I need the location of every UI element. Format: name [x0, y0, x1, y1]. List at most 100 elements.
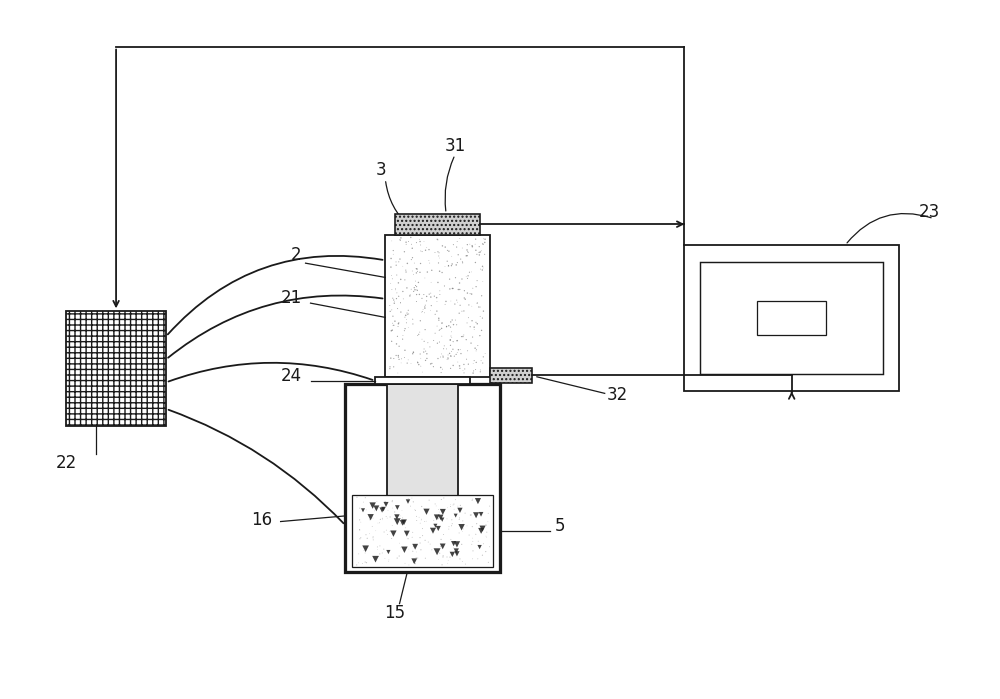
Point [365, 534, 381, 545]
Point [456, 329, 472, 340]
Point [440, 354, 456, 365]
Point [389, 502, 405, 513]
Point [384, 533, 400, 544]
Point [391, 317, 407, 329]
Point [434, 317, 450, 329]
Point [388, 284, 404, 296]
Point [405, 527, 421, 538]
Point [434, 323, 450, 334]
Point [414, 366, 430, 377]
Bar [352, 495, 493, 568]
Point [391, 257, 407, 268]
Point [385, 293, 401, 304]
Point [441, 245, 457, 257]
Point [357, 492, 373, 503]
Point [410, 356, 426, 368]
Point [390, 321, 406, 332]
Text: 22: 22 [56, 454, 77, 472]
Point [412, 267, 428, 278]
Bar [490, 368, 532, 383]
Point [389, 331, 405, 342]
Point [424, 265, 440, 276]
Point [475, 357, 491, 368]
Point [444, 518, 460, 529]
Point [469, 275, 485, 287]
Point [354, 558, 370, 569]
Point [397, 345, 413, 356]
Point [435, 506, 451, 517]
Point [409, 284, 425, 296]
Point [465, 358, 481, 369]
Point [378, 499, 394, 510]
Point [374, 547, 390, 559]
Point [423, 291, 439, 303]
Point [423, 300, 439, 311]
Point [401, 544, 417, 555]
Point [399, 282, 415, 294]
Point [454, 521, 470, 533]
Point [384, 495, 400, 506]
Point [455, 526, 471, 537]
Point [401, 559, 417, 570]
Point [473, 527, 489, 538]
Point [409, 289, 425, 300]
Point [442, 334, 458, 345]
Point [459, 354, 475, 365]
Point [478, 519, 494, 531]
Point [478, 546, 494, 557]
Point [454, 556, 470, 567]
Point [398, 239, 414, 250]
Point [403, 284, 419, 295]
Point [397, 323, 413, 334]
Point [413, 361, 429, 372]
Point [412, 236, 428, 247]
Point [478, 531, 494, 542]
Point [359, 533, 375, 544]
Point [442, 283, 458, 294]
Point [459, 250, 475, 261]
Point [394, 505, 410, 516]
Point [443, 317, 459, 328]
Point [368, 503, 384, 514]
Point [388, 259, 404, 271]
Point [479, 526, 495, 538]
Point [395, 512, 411, 524]
Point [446, 498, 462, 510]
Point [405, 314, 421, 325]
Point [443, 499, 459, 510]
Point [449, 347, 465, 358]
Point [452, 278, 468, 289]
Point [434, 317, 450, 329]
Point [405, 496, 421, 507]
Point [445, 542, 461, 554]
Point [365, 500, 381, 511]
Point [434, 331, 450, 342]
Point [452, 344, 468, 355]
Point [406, 556, 422, 567]
Point [430, 513, 446, 524]
Point [477, 249, 493, 260]
Point [443, 296, 459, 307]
Point [475, 261, 491, 272]
Point [405, 318, 421, 329]
Point [385, 320, 401, 331]
Point [395, 517, 411, 528]
Point [404, 532, 420, 543]
Point [435, 350, 451, 361]
Point [433, 362, 449, 373]
Point [398, 317, 414, 329]
Point [356, 545, 372, 556]
Point [421, 255, 437, 266]
Point [386, 353, 402, 364]
Point [381, 556, 397, 567]
Point [459, 239, 475, 250]
Point [457, 294, 473, 305]
Point [460, 247, 476, 258]
Point [365, 512, 381, 524]
Point [391, 340, 407, 352]
Point [444, 259, 460, 270]
Point [430, 353, 446, 364]
Point [468, 344, 484, 355]
Point [431, 312, 447, 324]
Point [398, 237, 414, 248]
